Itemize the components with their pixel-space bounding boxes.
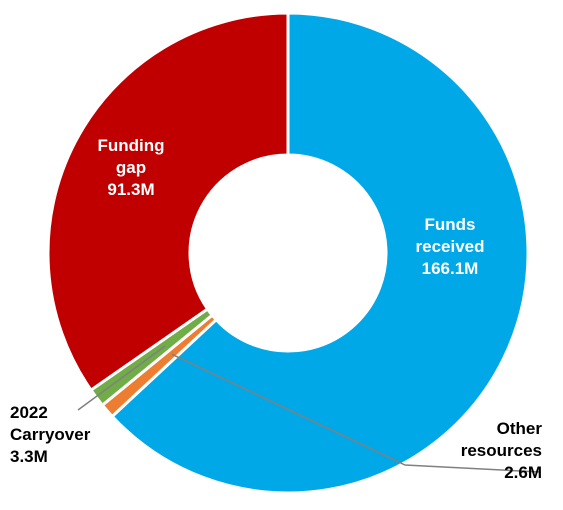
slice-funding-gap — [46, 11, 290, 393]
leader-lines — [77, 345, 541, 473]
label-funding-gap: Funding gap 91.3M — [97, 136, 164, 199]
label-carryover-2022: 2022 Carryover 3.3M — [10, 403, 91, 466]
donut-slices — [46, 11, 530, 495]
leader-line-other-resources — [171, 353, 541, 473]
slice-funds-received — [110, 11, 530, 495]
slice-labels: Funds received 166.1M Other resources 2.6M 202… — [10, 136, 542, 482]
leader-line-carryover-2022 — [77, 345, 166, 411]
label-other-resources: Other resources 2.6M — [461, 419, 543, 482]
label-funds-received: Funds received 166.1M — [416, 215, 485, 278]
